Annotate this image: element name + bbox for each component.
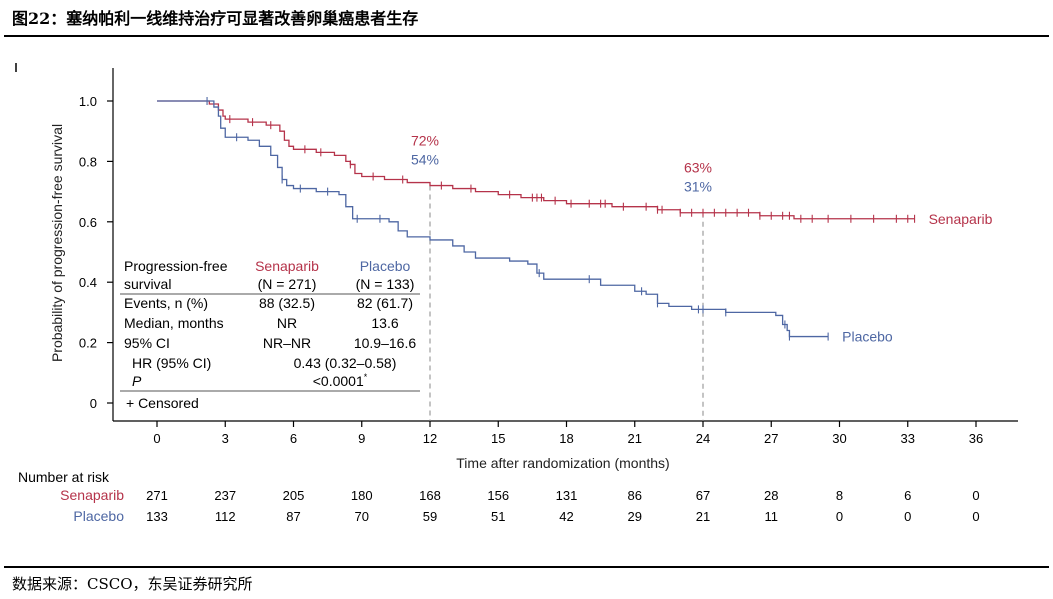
risk-value: 271 <box>146 488 168 503</box>
table-header-placebo-n: (N = 133) <box>356 276 415 292</box>
table-row-placebo: 82 (61.7) <box>357 295 413 311</box>
risk-value: 131 <box>556 488 578 503</box>
table-row-placebo: 10.9–16.6 <box>354 335 416 351</box>
x-tick-label: 18 <box>559 431 573 446</box>
risk-value: 0 <box>972 509 979 524</box>
table-header-placebo: Placebo <box>360 258 411 274</box>
table-row-senaparib: NR <box>277 315 297 331</box>
x-tick-label: 9 <box>358 431 365 446</box>
landmark-placebo-label: 31% <box>684 179 712 195</box>
x-tick-label: 36 <box>969 431 983 446</box>
risk-value: 237 <box>214 488 236 503</box>
risk-value: 112 <box>215 509 236 524</box>
table-row-label: 95% CI <box>124 335 170 351</box>
table-row-label: Median, months <box>124 315 224 331</box>
table-rows: Events, n (%) 88 (32.5) 82 (61.7) Median, m… <box>124 295 416 351</box>
y-tick-label: 0.4 <box>79 275 97 290</box>
landmark-placebo-label: 54% <box>411 152 439 168</box>
x-tick-label: 15 <box>491 431 505 446</box>
risk-value: 59 <box>423 509 437 524</box>
table-header-col0-line2: survival <box>124 276 171 292</box>
x-tick-label: 6 <box>290 431 297 446</box>
x-tick-label: 27 <box>764 431 778 446</box>
curve-placebo <box>157 100 829 338</box>
risk-value: 51 <box>491 509 505 524</box>
risk-value: 21 <box>696 509 710 524</box>
x-tick-label: 33 <box>901 431 915 446</box>
hr-value: 0.43 (0.32–0.58) <box>294 355 397 371</box>
x-tick-label: 30 <box>832 431 846 446</box>
top-rule <box>4 35 1049 37</box>
risk-value: 70 <box>355 509 369 524</box>
x-tick-label: 0 <box>153 431 160 446</box>
landmark-guides: 72% 54% 63% 31% <box>411 133 712 421</box>
table-row-label: Events, n (%) <box>124 295 208 311</box>
curve-senaparib <box>157 100 915 220</box>
figure-source: 数据来源：CSCO，东吴证券研究所 <box>12 575 253 593</box>
landmark-senaparib-label: 63% <box>684 160 712 176</box>
y-tick-label: 0 <box>90 396 97 411</box>
x-ticks: 0 3 6 9 12 15 18 21 24 27 30 33 36 <box>153 421 983 446</box>
risk-value: 205 <box>283 488 305 503</box>
y-axis-label: Probability of progression-free survival <box>49 124 65 362</box>
table-header-senaparib-n: (N = 271) <box>258 276 317 292</box>
risk-row-name: Placebo <box>73 508 124 524</box>
x-tick-label: 21 <box>628 431 642 446</box>
risk-value: 87 <box>286 509 300 524</box>
table-header-col0-line1: Progression-free <box>124 258 228 274</box>
risk-value: 28 <box>764 488 778 503</box>
table-row-senaparib: 88 (32.5) <box>259 295 315 311</box>
bottom-rule <box>4 566 1049 568</box>
risk-value: 156 <box>487 488 509 503</box>
curve-end-label-senaparib: Senaparib <box>929 211 993 227</box>
x-tick-label: 3 <box>222 431 229 446</box>
summary-table: Progression-free survival Senaparib (N =… <box>120 258 420 411</box>
p-value-text: <0.0001 <box>313 373 364 389</box>
risk-value: 6 <box>904 488 911 503</box>
x-axis-label: Time after randomization (months) <box>456 455 669 471</box>
risk-value: 0 <box>836 509 843 524</box>
landmark-senaparib-label: 72% <box>411 133 439 149</box>
p-value: <0.0001* <box>313 372 368 389</box>
table-row-senaparib: NR–NR <box>263 335 311 351</box>
risk-value: 42 <box>559 509 573 524</box>
risk-value: 67 <box>696 488 710 503</box>
y-ticks: 0 0.2 0.4 0.6 0.8 1.0 <box>79 94 113 411</box>
risk-value: 0 <box>972 488 979 503</box>
risk-value: 86 <box>628 488 642 503</box>
km-curves: Senaparib Placebo <box>157 97 993 345</box>
risk-table: Senaparib 271 237 205 180 168 156 131 86 67 28 8 6 0P… <box>60 487 979 524</box>
table-header-senaparib: Senaparib <box>255 258 319 274</box>
table-row-placebo: 13.6 <box>371 315 398 331</box>
p-value-superscript: * <box>364 372 368 382</box>
y-tick-label: 0.8 <box>79 154 97 169</box>
censored-legend: + Censored <box>126 395 199 411</box>
y-tick-label: 0.2 <box>79 336 97 351</box>
risk-value: 11 <box>765 509 779 524</box>
curve-end-label-placebo: Placebo <box>842 329 893 345</box>
risk-value: 180 <box>351 488 373 503</box>
risk-table-title: Number at risk <box>18 469 110 485</box>
figure-title: 图22：塞纳帕利一线维持治疗可显著改善卵巢癌患者生存 <box>12 9 419 28</box>
y-tick-label: 0.6 <box>79 215 97 230</box>
risk-value: 8 <box>836 488 843 503</box>
hr-label: HR (95% CI) <box>132 355 211 371</box>
x-tick-label: 24 <box>696 431 710 446</box>
risk-value: 0 <box>904 509 911 524</box>
y-tick-label: 1.0 <box>79 94 97 109</box>
x-tick-label: 12 <box>423 431 437 446</box>
p-label: P <box>132 373 142 389</box>
risk-row-name: Senaparib <box>60 487 124 503</box>
risk-value: 168 <box>419 488 441 503</box>
risk-value: 29 <box>628 509 642 524</box>
risk-value: 133 <box>146 509 168 524</box>
